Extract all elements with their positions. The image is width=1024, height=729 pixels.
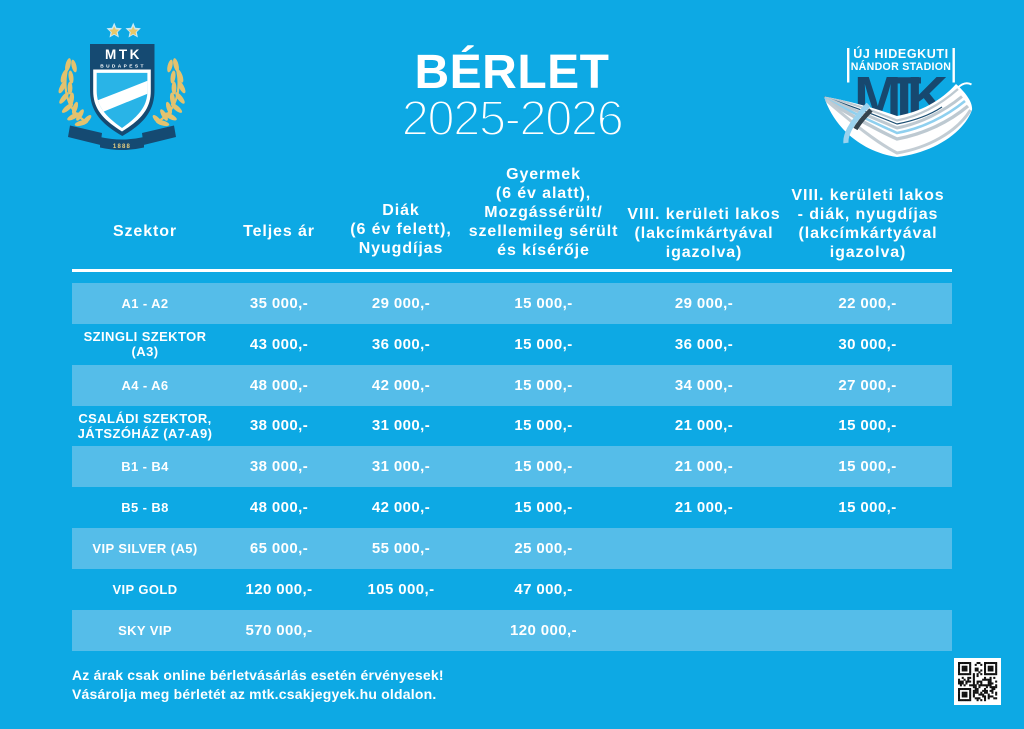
svg-text:ÚJ HIDEGKUTI: ÚJ HIDEGKUTI [853,46,948,61]
svg-text:BUDAPEST: BUDAPEST [100,64,146,70]
svg-text:NÁNDOR STADION: NÁNDOR STADION [851,60,952,73]
svg-text:1888: 1888 [113,144,131,150]
svg-text:MTK: MTK [105,47,142,62]
